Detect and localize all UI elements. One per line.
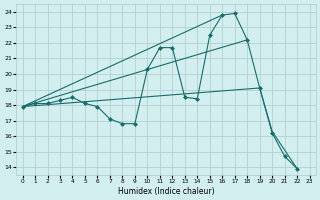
X-axis label: Humidex (Indice chaleur): Humidex (Indice chaleur) <box>118 187 214 196</box>
